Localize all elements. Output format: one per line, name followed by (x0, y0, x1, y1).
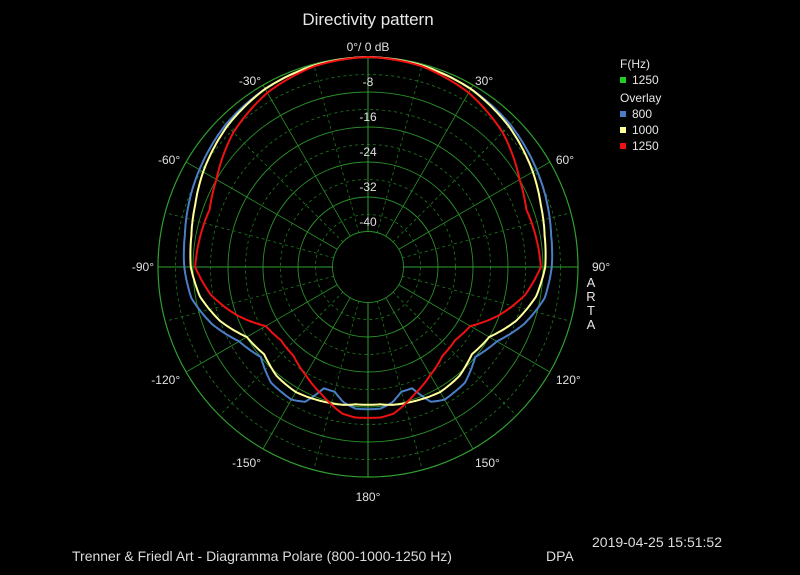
brand-label: DPA (546, 548, 574, 564)
radial-tick-label: -32 (359, 180, 377, 194)
grid-spoke-minor (392, 291, 517, 416)
grid-spoke-minor (219, 118, 344, 243)
timestamp: 2019-04-25 15:51:52 (592, 534, 722, 550)
grid-spoke (398, 284, 551, 373)
legend-label: 1250 (632, 139, 659, 153)
angle-tick-label: -120° (151, 373, 180, 387)
angle-tick-label: 150° (475, 456, 500, 470)
polar-curves (182, 56, 554, 419)
legend-label: 800 (632, 107, 653, 121)
footer-caption: Trenner & Friedl Art - Diagramma Polare … (72, 548, 452, 564)
series-line-1250 (194, 56, 542, 419)
grid-spoke (385, 84, 474, 237)
grid-spoke-minor (165, 275, 335, 322)
grid-spoke-minor (376, 300, 423, 470)
legend-item-overlay-1000: 1000 (620, 122, 661, 138)
angle-tick-label: 180° (356, 490, 381, 504)
polar-labels: 30° 60° 90° 120° 150° 180° -150° -120° -90° -60° -… (132, 40, 611, 504)
grid-spoke-minor (313, 300, 360, 470)
angle-tick-label: 30° (475, 74, 493, 88)
grid-spoke-minor (219, 291, 344, 416)
radial-tick-label: -24 (359, 145, 377, 159)
angle-tick-label: 90° (592, 260, 610, 274)
angle-tick-label: 120° (556, 373, 581, 387)
grid-spoke (185, 161, 338, 250)
grid-spoke-minor (313, 64, 360, 234)
legend-label: 1000 (632, 123, 659, 137)
chart-title: Directivity pattern (302, 10, 434, 29)
legend: F(Hz) 1250 Overlay 800 1000 1250 (620, 56, 661, 154)
radial-tick-label: -16 (359, 110, 377, 124)
grid-spoke (398, 161, 551, 250)
grid-spoke (262, 297, 351, 450)
angle-tick-label: -150° (232, 456, 261, 470)
radial-tick-label: 0°/ 0 dB (347, 40, 390, 54)
grid-spoke-minor (376, 64, 423, 234)
grid-spoke-minor (401, 275, 571, 322)
angle-tick-label: -90° (132, 260, 154, 274)
angle-tick-label: -60° (158, 153, 180, 167)
grid-spoke-minor (392, 118, 517, 243)
grid-spoke (262, 84, 351, 237)
polar-grid (157, 56, 579, 478)
legend-item-frequency-1250: 1250 (620, 72, 661, 88)
legend-swatch-1250 (620, 143, 626, 149)
legend-label: 1250 (632, 73, 659, 87)
legend-swatch-1000 (620, 127, 626, 133)
radial-tick-label: -40 (359, 215, 377, 229)
legend-overlay-header: Overlay (620, 91, 662, 105)
grid-spoke (385, 297, 474, 450)
angle-tick-label: -30° (239, 74, 261, 88)
legend-swatch-frequency (620, 77, 626, 83)
angle-tick-label: 60° (556, 153, 574, 167)
legend-item-overlay-800: 800 (620, 106, 661, 122)
grid-spoke (185, 284, 338, 373)
legend-swatch-800 (620, 111, 626, 117)
radial-tick-label: -8 (363, 75, 374, 89)
legend-frequency-header: F(Hz) (620, 57, 650, 71)
legend-item-overlay-1250: 1250 (620, 138, 661, 154)
grid-center-disc (332, 231, 404, 303)
